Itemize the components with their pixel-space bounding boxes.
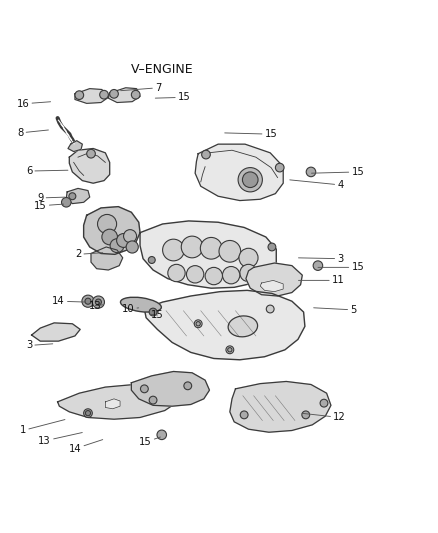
Circle shape xyxy=(239,248,258,268)
Polygon shape xyxy=(91,247,123,270)
Text: 9: 9 xyxy=(37,193,65,203)
Circle shape xyxy=(306,167,316,177)
Circle shape xyxy=(69,193,76,200)
Circle shape xyxy=(181,236,203,258)
Circle shape xyxy=(184,382,192,390)
Circle shape xyxy=(82,295,94,308)
Circle shape xyxy=(124,230,137,243)
Circle shape xyxy=(95,299,102,305)
Circle shape xyxy=(266,305,274,313)
Circle shape xyxy=(149,396,157,404)
Circle shape xyxy=(149,308,157,316)
Circle shape xyxy=(226,346,234,354)
Circle shape xyxy=(196,321,200,326)
Polygon shape xyxy=(75,88,108,103)
Circle shape xyxy=(131,91,140,99)
Circle shape xyxy=(110,239,124,253)
Text: 16: 16 xyxy=(17,99,50,109)
Text: 11: 11 xyxy=(298,276,345,285)
Circle shape xyxy=(219,240,241,262)
Circle shape xyxy=(320,399,328,407)
Circle shape xyxy=(141,385,148,393)
Circle shape xyxy=(126,241,138,253)
Text: 15: 15 xyxy=(151,310,164,320)
Circle shape xyxy=(92,296,105,308)
Circle shape xyxy=(75,91,84,100)
Circle shape xyxy=(223,266,240,284)
Text: 6: 6 xyxy=(26,166,68,176)
Polygon shape xyxy=(230,382,331,432)
Text: 13: 13 xyxy=(89,301,102,311)
Circle shape xyxy=(228,348,232,352)
Circle shape xyxy=(168,264,185,281)
Text: 1: 1 xyxy=(20,419,65,435)
Circle shape xyxy=(148,256,155,263)
Circle shape xyxy=(240,264,257,281)
Text: V–ENGINE: V–ENGINE xyxy=(131,62,194,76)
Polygon shape xyxy=(66,188,90,204)
Polygon shape xyxy=(58,383,182,419)
Circle shape xyxy=(313,261,323,270)
Circle shape xyxy=(117,233,131,247)
Polygon shape xyxy=(246,263,302,296)
Polygon shape xyxy=(84,207,140,254)
Circle shape xyxy=(302,411,310,419)
Circle shape xyxy=(157,430,166,440)
Circle shape xyxy=(201,150,210,159)
Polygon shape xyxy=(140,221,276,288)
Text: 14: 14 xyxy=(69,440,103,454)
Circle shape xyxy=(238,167,262,192)
Circle shape xyxy=(162,239,184,261)
Circle shape xyxy=(110,90,118,98)
Circle shape xyxy=(205,268,223,285)
Circle shape xyxy=(100,91,108,99)
Circle shape xyxy=(98,214,117,233)
Text: 2: 2 xyxy=(75,249,102,260)
Circle shape xyxy=(61,198,71,207)
Polygon shape xyxy=(68,141,82,151)
Circle shape xyxy=(84,409,92,417)
Polygon shape xyxy=(260,280,283,292)
Text: 3: 3 xyxy=(26,341,53,351)
Circle shape xyxy=(276,163,284,172)
Circle shape xyxy=(85,410,91,416)
Circle shape xyxy=(268,243,276,251)
Circle shape xyxy=(187,265,204,283)
Text: 15: 15 xyxy=(225,129,277,139)
Text: 15: 15 xyxy=(139,437,160,447)
Text: 10: 10 xyxy=(122,304,139,314)
Circle shape xyxy=(194,320,202,328)
Polygon shape xyxy=(108,88,140,102)
Polygon shape xyxy=(69,149,110,183)
Circle shape xyxy=(87,149,95,158)
Text: 8: 8 xyxy=(17,128,49,138)
Ellipse shape xyxy=(120,297,161,312)
Text: 5: 5 xyxy=(314,305,357,315)
Circle shape xyxy=(102,229,117,245)
Text: 15: 15 xyxy=(155,92,191,102)
Text: 15: 15 xyxy=(311,167,364,177)
Polygon shape xyxy=(145,290,305,360)
Text: 15: 15 xyxy=(318,262,364,272)
Polygon shape xyxy=(105,399,120,409)
Text: 12: 12 xyxy=(302,413,346,423)
Text: 13: 13 xyxy=(38,432,82,446)
Polygon shape xyxy=(195,144,283,200)
Text: 4: 4 xyxy=(290,180,343,190)
Text: 15: 15 xyxy=(34,201,64,211)
Text: 14: 14 xyxy=(52,296,85,306)
Polygon shape xyxy=(32,323,80,341)
Text: 7: 7 xyxy=(120,83,162,93)
Polygon shape xyxy=(131,372,209,406)
Circle shape xyxy=(242,172,258,188)
Circle shape xyxy=(85,298,91,304)
Circle shape xyxy=(240,411,248,419)
Text: 3: 3 xyxy=(298,254,343,264)
Circle shape xyxy=(200,237,222,259)
Ellipse shape xyxy=(228,316,258,337)
